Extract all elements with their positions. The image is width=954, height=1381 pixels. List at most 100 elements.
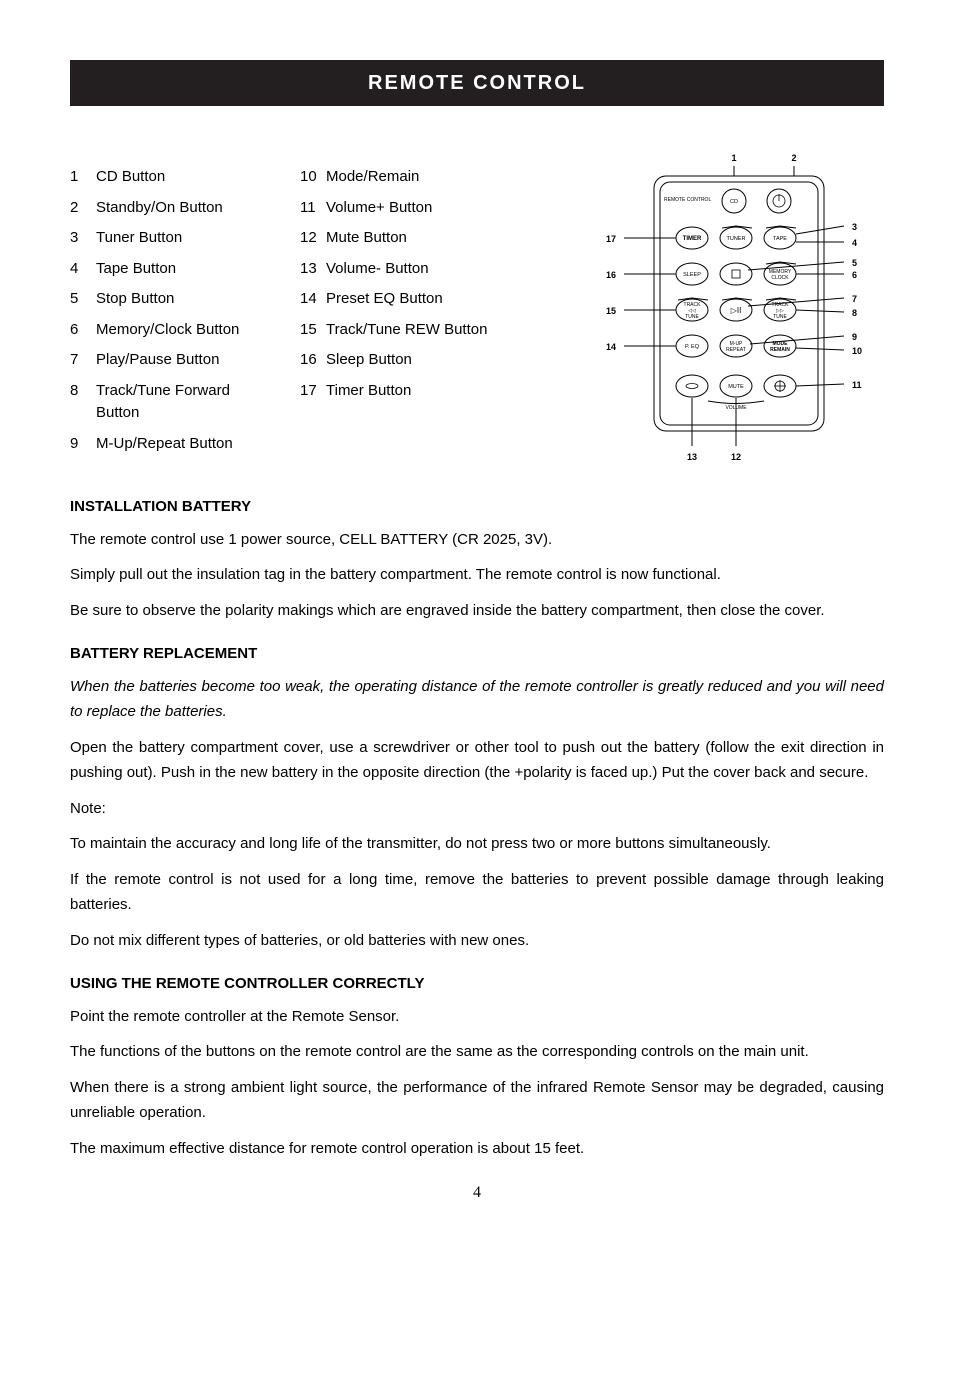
para: Simply pull out the insulation tag in th…	[70, 562, 884, 588]
list-item: 16 Sleep Button	[300, 349, 500, 372]
callout-7: 7	[852, 294, 857, 304]
callout-9: 9	[852, 332, 857, 342]
callout-15: 15	[606, 306, 616, 316]
btn-label: REPEAT	[726, 347, 746, 353]
btn-label: MUTE	[728, 384, 744, 390]
btn-label: SLEEP	[683, 272, 701, 278]
callout-4: 4	[852, 238, 857, 248]
callout-3: 3	[852, 222, 857, 232]
heading-using: USING THE REMOTE CONTROLLER CORRECTLY	[70, 973, 884, 996]
list-num: 12	[300, 227, 318, 250]
remote-diagram: 1 2 REMOTE CONTROL CD TIMER TUNER TAPE	[584, 146, 884, 466]
para: Be sure to observe the polarity makings …	[70, 598, 884, 624]
button-lists: 1CD Button 2Standby/On Button 3 Tuner But…	[70, 146, 584, 466]
list-label: Stop Button	[96, 288, 270, 311]
list-label: Track/Tune Forward Button	[96, 380, 270, 425]
btn-label: P. EQ	[685, 344, 700, 350]
list-num: 4	[70, 258, 88, 281]
btn-label: TUNE	[685, 314, 699, 320]
list-num: 14	[300, 288, 318, 311]
para: Open the battery compartment cover, use …	[70, 735, 884, 786]
list-num: 7	[70, 349, 88, 372]
list-label: Track/Tune REW Button	[326, 319, 500, 342]
btn-label: REMAIN	[770, 347, 790, 353]
list-num: 15	[300, 319, 318, 342]
para: If the remote control is not used for a …	[70, 867, 884, 918]
list-item: 5 Stop Button	[70, 288, 270, 311]
list-item: 2Standby/On Button	[70, 197, 270, 220]
callout-8: 8	[852, 308, 857, 318]
list-item: 10 Mode/Remain	[300, 166, 500, 189]
list-item: 3 Tuner Button	[70, 227, 270, 250]
heading-replacement: BATTERY REPLACEMENT	[70, 643, 884, 666]
list-label: Standby/On Button	[96, 197, 270, 220]
list-num: 1	[70, 166, 88, 189]
callout-13: 13	[687, 452, 697, 462]
heading-installation: INSTALLATION BATTERY	[70, 496, 884, 519]
list-item: 17 Timer Button	[300, 380, 500, 403]
btn-label: TIMER	[683, 236, 702, 242]
list-num: 8	[70, 380, 88, 425]
list-label: Tuner Button	[96, 227, 270, 250]
para: When there is a strong ambient light sou…	[70, 1075, 884, 1126]
list-num: 11	[300, 197, 318, 220]
list-item: 15 Track/Tune REW Button	[300, 319, 500, 342]
list-item: 8Track/Tune Forward Button	[70, 380, 270, 425]
list-item: 11 Volume+ Button	[300, 197, 500, 220]
list-item: 14 Preset EQ Button	[300, 288, 500, 311]
callout-11: 11	[852, 380, 862, 390]
list-item: 6 Memory/Clock Button	[70, 319, 270, 342]
list-label: Timer Button	[326, 380, 500, 403]
list-label: M-Up/Repeat Button	[96, 433, 270, 456]
para: The maximum effective distance for remot…	[70, 1136, 884, 1162]
btn-label: TUNER	[727, 236, 746, 242]
list-item: 13 Volume- Button	[300, 258, 500, 281]
para: The functions of the buttons on the remo…	[70, 1039, 884, 1065]
list-num: 16	[300, 349, 318, 372]
button-list-right: 10 Mode/Remain 11 Volume+ Button 12 Mute Bu…	[300, 166, 500, 466]
list-num: 10	[300, 166, 318, 189]
list-label: Tape Button	[96, 258, 270, 281]
list-label: Sleep Button	[326, 349, 500, 372]
callout-1: 1	[731, 153, 736, 163]
list-item: 7 Play/Pause Button	[70, 349, 270, 372]
list-num: 5	[70, 288, 88, 311]
list-label: Memory/Clock Button	[96, 319, 270, 342]
list-label: Volume+ Button	[326, 197, 500, 220]
label-remote-control: REMOTE CONTROL	[664, 197, 711, 203]
page-title: REMOTE CONTROL	[70, 60, 884, 106]
top-section: 1CD Button 2Standby/On Button 3Tuner But…	[70, 146, 884, 466]
list-label: Play/Pause Button	[96, 349, 270, 372]
list-label: Mute Button	[326, 227, 500, 250]
para: Do not mix different types of batteries,…	[70, 928, 884, 954]
para: Note:	[70, 796, 884, 822]
list-label: Volume- Button	[326, 258, 500, 281]
callout-6: 6	[852, 270, 857, 280]
btn-label: CLOCK	[771, 275, 789, 281]
remote-svg: 1 2 REMOTE CONTROL CD TIMER TUNER TAPE	[584, 146, 884, 466]
callout-10: 10	[852, 346, 862, 356]
callout-2: 2	[791, 153, 796, 163]
para: When the batteries become too weak, the …	[70, 674, 884, 725]
button-list-left: 1CD Button 2Standby/On Button 3 Tuner But…	[70, 166, 270, 466]
list-item: 4 Tape Button	[70, 258, 270, 281]
page-number: 4	[70, 1181, 884, 1205]
play-pause-icon: ▷II	[731, 306, 742, 315]
list-label: Mode/Remain	[326, 166, 500, 189]
list-label: Preset EQ Button	[326, 288, 500, 311]
list-num: 3	[70, 227, 88, 250]
btn-label: TAPE	[773, 236, 787, 242]
para: The remote control use 1 power source, C…	[70, 527, 884, 553]
callout-14: 14	[606, 342, 616, 352]
para: To maintain the accuracy and long life o…	[70, 831, 884, 857]
list-item: 12 Mute Button	[300, 227, 500, 250]
callout-12: 12	[731, 452, 741, 462]
callout-5: 5	[852, 258, 857, 268]
callout-17: 17	[606, 234, 616, 244]
list-num: 17	[300, 380, 318, 403]
btn-label: CD	[730, 199, 738, 205]
list-num: 6	[70, 319, 88, 342]
list-item: 1CD Button	[70, 166, 270, 189]
list-num: 13	[300, 258, 318, 281]
btn-label: TUNE	[773, 314, 787, 320]
